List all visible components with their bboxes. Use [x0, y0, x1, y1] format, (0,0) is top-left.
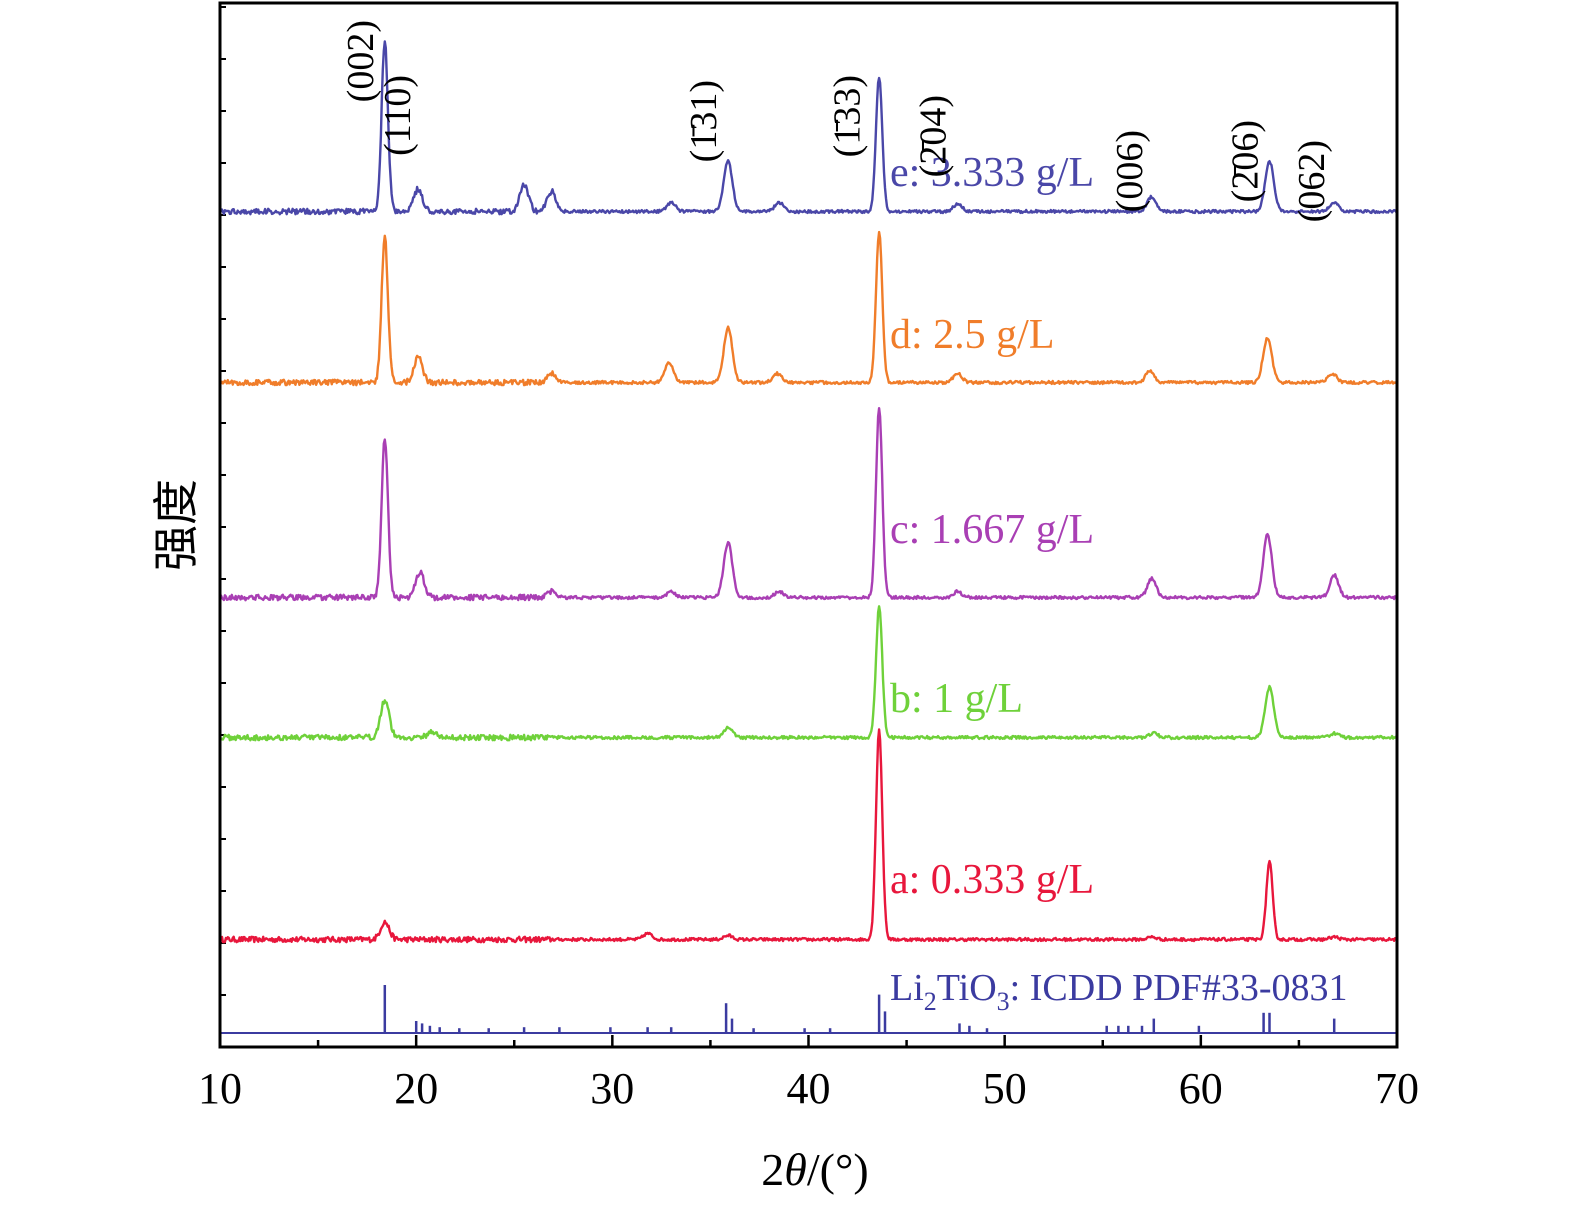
peak-label: (2̄04) [913, 95, 955, 177]
peak-label: (1̄33) [826, 75, 868, 157]
plot-frame [218, 1, 1399, 1049]
x-axis-title: 2θ/(°) [761, 1144, 868, 1195]
series-label-c: c: 1.667 g/L [890, 507, 1094, 553]
reference-label: Li2TiO3: ICDD PDF#33-0831 [890, 967, 1347, 1016]
series-labels: a: 0.333 g/L b: 1 g/L c: 1.667 g/L d: 2.5 g… [890, 150, 1094, 903]
peak-label: (1̄31) [683, 80, 725, 162]
peak-label: (006) [1109, 130, 1151, 212]
series-label-a: a: 0.333 g/L [890, 857, 1094, 903]
x-tick-label: 20 [394, 1064, 438, 1113]
series-label-d: d: 2.5 g/L [890, 312, 1055, 358]
x-tick-label: 50 [983, 1064, 1027, 1113]
peak-label: (062) [1291, 140, 1333, 222]
x-tick-label: 60 [1179, 1064, 1223, 1113]
series-line-e [218, 40, 1398, 216]
series-line-b [219, 605, 1398, 742]
xrd-series [218, 40, 1398, 944]
y-axis-title: 强度 [151, 479, 202, 571]
series-line-d [219, 230, 1398, 387]
peak-label: (002) [340, 20, 382, 102]
x-tick-label: 30 [590, 1064, 634, 1113]
peak-label: (110) [377, 75, 419, 156]
peak-labels: (002)(110) (1̄31) (1̄33) (2̄04) (006) (2̄06) (… [340, 20, 1333, 222]
x-tick-label: 70 [1375, 1064, 1419, 1113]
x-tick-label: 10 [198, 1064, 242, 1113]
series-line-c [218, 407, 1398, 602]
series-line-a [218, 728, 1398, 944]
peak-label: (2̄06) [1225, 120, 1267, 202]
series-label-b: b: 1 g/L [890, 676, 1023, 722]
x-tick-label: 40 [787, 1064, 831, 1113]
x-tick-labels: 10 20 30 40 50 60 70 [198, 1064, 1419, 1113]
tick-marks [218, 6, 1399, 1048]
reference-pattern [220, 985, 1397, 1034]
series-label-e: e: 3.333 g/L [890, 150, 1094, 196]
